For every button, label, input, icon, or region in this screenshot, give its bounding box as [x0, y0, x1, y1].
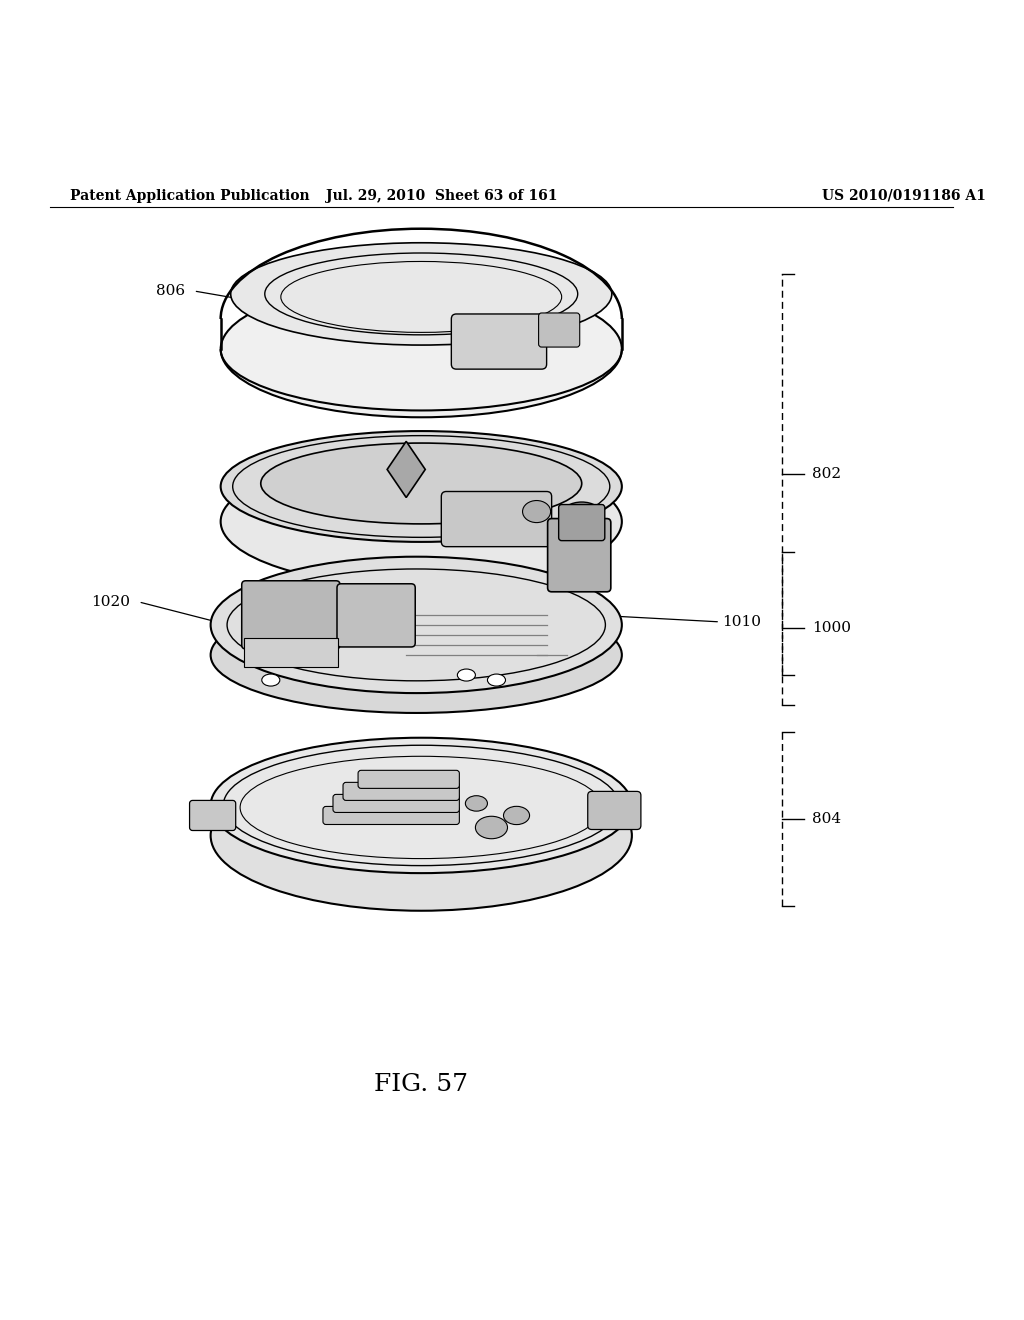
- Ellipse shape: [465, 796, 487, 812]
- Ellipse shape: [211, 738, 632, 873]
- Ellipse shape: [230, 243, 611, 345]
- Text: 1020: 1020: [91, 595, 130, 609]
- FancyBboxPatch shape: [548, 519, 610, 591]
- FancyBboxPatch shape: [333, 795, 460, 812]
- Ellipse shape: [220, 457, 622, 587]
- Ellipse shape: [487, 675, 506, 686]
- FancyBboxPatch shape: [244, 638, 338, 667]
- Text: FIG. 57: FIG. 57: [374, 1073, 468, 1096]
- Ellipse shape: [220, 432, 622, 543]
- Text: 806: 806: [157, 284, 185, 298]
- FancyBboxPatch shape: [588, 792, 641, 829]
- FancyBboxPatch shape: [242, 581, 340, 649]
- FancyBboxPatch shape: [189, 800, 236, 830]
- FancyBboxPatch shape: [559, 504, 605, 541]
- Ellipse shape: [475, 816, 508, 838]
- Text: Jul. 29, 2010  Sheet 63 of 161: Jul. 29, 2010 Sheet 63 of 161: [326, 189, 557, 203]
- Ellipse shape: [562, 502, 602, 527]
- Ellipse shape: [220, 281, 622, 417]
- FancyBboxPatch shape: [441, 491, 552, 546]
- Text: Patent Application Publication: Patent Application Publication: [71, 189, 310, 203]
- Polygon shape: [387, 441, 425, 498]
- Text: 1010: 1010: [722, 615, 761, 628]
- FancyBboxPatch shape: [343, 783, 460, 800]
- FancyBboxPatch shape: [358, 771, 460, 788]
- Text: US 2010/0191186 A1: US 2010/0191186 A1: [822, 189, 986, 203]
- Ellipse shape: [261, 444, 582, 524]
- Ellipse shape: [504, 807, 529, 825]
- Ellipse shape: [211, 597, 622, 713]
- Ellipse shape: [211, 760, 632, 911]
- Ellipse shape: [458, 669, 475, 681]
- Ellipse shape: [262, 675, 280, 686]
- Text: 1000: 1000: [812, 622, 851, 635]
- Text: 802: 802: [812, 467, 842, 482]
- FancyBboxPatch shape: [452, 314, 547, 370]
- FancyBboxPatch shape: [539, 313, 580, 347]
- FancyBboxPatch shape: [337, 583, 415, 647]
- FancyBboxPatch shape: [323, 807, 460, 825]
- Text: 804: 804: [812, 812, 842, 826]
- Ellipse shape: [211, 557, 622, 693]
- Ellipse shape: [522, 500, 551, 523]
